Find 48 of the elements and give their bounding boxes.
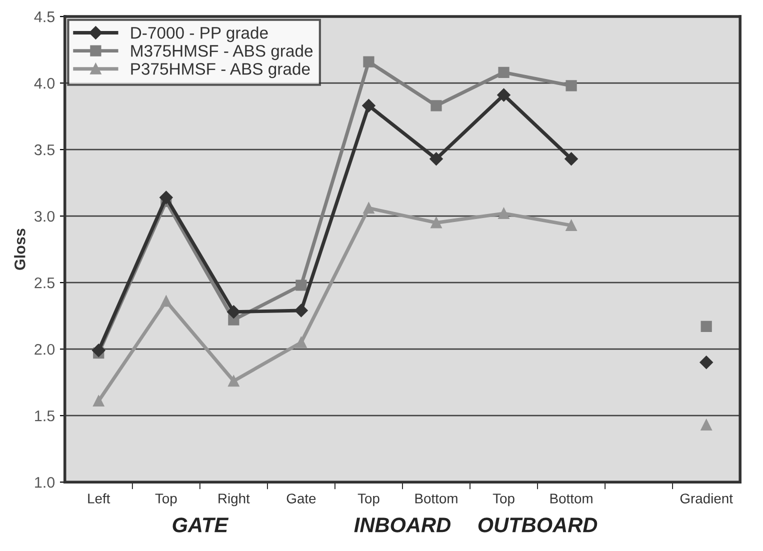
point [564,152,578,166]
point [363,56,374,68]
point [566,220,577,231]
point [430,152,443,166]
y-tick-label: 1.5 [35,410,54,422]
legend-label: M375HMSF - ABS grade [131,44,313,60]
y-tick-label: 4.5 [34,12,54,22]
text: GATE [172,518,229,532]
x-tick-label: Right [218,493,250,506]
point [498,208,510,219]
x-tick-label: Top [492,494,514,506]
text: OUTBOARD [478,518,598,532]
y-tick-label: 3.0 [34,210,55,222]
y-axis-title: Gloss [14,228,26,270]
x-tick-label: Bottom [550,494,592,504]
point [92,344,106,358]
x-tick-label: Top [358,494,380,506]
point [296,336,307,348]
legend-label: D-7000 - PP grade [131,26,268,42]
point [430,217,442,228]
point [93,395,104,407]
point [363,202,374,214]
y-tick-label: 2.0 [34,344,55,355]
point [227,305,240,318]
point [700,320,712,332]
point [700,419,712,430]
y-tick-label: 4.0 [34,78,55,89]
point [160,190,173,204]
y-tick-label: 2.5 [34,277,54,288]
point [160,296,172,307]
legend-label: P375HMSF - ABS grade [131,62,310,78]
x-tick-label: Left [88,493,110,504]
point [430,100,442,112]
text: INBOARD [354,518,451,532]
point [362,99,376,112]
x-tick-label: Bottom [415,494,458,504]
y-tick-label: 1.0 [35,476,55,488]
x-tick-label: Gate [286,494,316,504]
point [566,80,577,92]
point [700,356,713,369]
x-tick-label: Gradient [680,493,733,504]
point [228,375,240,387]
y-tick-label: 3.5 [34,144,54,156]
point [497,88,510,102]
x-tick-label: Top [155,494,177,506]
point [294,304,308,318]
point [498,66,510,78]
point [296,280,307,291]
